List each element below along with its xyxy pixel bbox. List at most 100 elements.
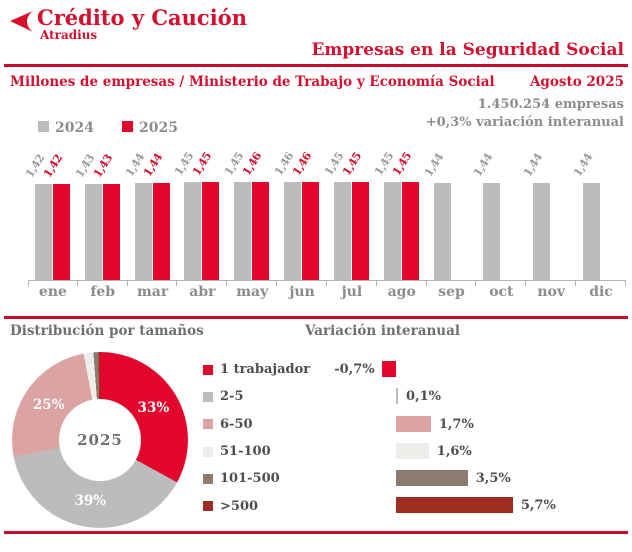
bar-group-feb: 1,43 1,43 bbox=[73, 152, 128, 286]
report-month: Agosto 2025 bbox=[529, 74, 624, 90]
legend-item-2025: 2025 bbox=[121, 120, 178, 136]
size-legend-swatch bbox=[203, 364, 213, 375]
bar-2025-mar bbox=[152, 183, 170, 280]
legend-2024-label: 2024 bbox=[55, 120, 94, 136]
legend-item-2024: 2024 bbox=[38, 120, 94, 136]
variation-bar bbox=[396, 415, 431, 432]
donut-slice-label: 25% bbox=[32, 397, 65, 414]
bar-value-2024-jun: 1,46 bbox=[272, 149, 297, 178]
legend-2025-label: 2025 bbox=[138, 120, 178, 136]
brand-logo: Crédito y Caución Atradius bbox=[8, 6, 247, 42]
variation-row: 1,7% bbox=[300, 411, 632, 438]
bar-value-2025-feb: 1,43 bbox=[90, 151, 115, 180]
bar-value-2025-jun: 1,46 bbox=[290, 149, 315, 178]
chart-subtitle: Millones de empresas / Ministerio de Tra… bbox=[10, 74, 495, 90]
variation-row: 1,6% bbox=[300, 438, 632, 465]
month-label-sep: sep bbox=[438, 284, 465, 300]
size-legend: 1 trabajador 2-5 6-50 51-100 101-500 >500 bbox=[203, 356, 310, 520]
size-legend-item: 101-500 bbox=[203, 465, 310, 492]
bar-group-ene: 1,42 1,42 bbox=[23, 152, 78, 286]
variation-value-label: 1,6% bbox=[436, 443, 472, 459]
bar-2024-oct bbox=[483, 183, 501, 280]
legend-2024-swatch bbox=[38, 121, 49, 132]
size-legend-swatch bbox=[203, 391, 213, 402]
variation-row: 5,7% bbox=[300, 492, 632, 519]
bar-group-jun: 1,46 1,46 bbox=[272, 150, 327, 286]
bar-value-2024-ago: 1,45 bbox=[371, 150, 396, 179]
bar-2024-feb bbox=[84, 183, 102, 280]
month-axis-labels: ene feb mar abr may jun jul ago sep oct nov dic bbox=[28, 284, 626, 300]
divider-bottom bbox=[4, 531, 628, 534]
bar-2024-jun bbox=[284, 181, 302, 280]
bar-group-abr: 1,45 1,45 bbox=[172, 150, 228, 286]
month-label-jun: jun bbox=[289, 284, 315, 300]
variation-bar bbox=[396, 442, 429, 459]
bar-2024-nov bbox=[533, 183, 551, 280]
variation-bar bbox=[396, 388, 399, 405]
size-legend-item: 2-5 bbox=[203, 383, 310, 410]
size-legend-swatch bbox=[203, 446, 213, 457]
bar-value-2025-abr: 1,45 bbox=[190, 150, 215, 179]
donut-center-year: 2025 bbox=[59, 399, 141, 481]
month-label-ene: ene bbox=[38, 284, 67, 300]
bar-group-ago: 1,45 1,45 bbox=[372, 150, 427, 286]
legend-2025-swatch bbox=[121, 121, 133, 132]
bar-2024-jul bbox=[333, 182, 351, 280]
bar-value-2024-sep: 1,44 bbox=[421, 151, 446, 180]
bar-group-nov: 1,44 bbox=[521, 151, 576, 286]
bar-2024-abr bbox=[184, 182, 202, 280]
month-label-feb: feb bbox=[90, 284, 116, 300]
bar-value-2024-ene: 1,42 bbox=[22, 152, 48, 181]
variation-row: -0,7% bbox=[300, 356, 632, 383]
month-label-may: may bbox=[236, 284, 269, 300]
bar-2025-jun bbox=[302, 181, 320, 280]
bar-2024-may bbox=[234, 182, 252, 280]
bar-2024-ago bbox=[383, 182, 401, 280]
size-legend-label: 2-5 bbox=[220, 389, 244, 405]
variation-value-label: 1,7% bbox=[438, 416, 474, 432]
page-title: Empresas en la Seguridad Social bbox=[311, 40, 624, 60]
bar-2025-ene bbox=[53, 184, 70, 280]
month-label-ago: ago bbox=[387, 284, 416, 300]
size-legend-label: 6-50 bbox=[220, 416, 253, 432]
bar-value-2024-dic: 1,44 bbox=[571, 151, 596, 180]
bar-value-2025-may: 1,46 bbox=[240, 149, 265, 178]
variation-bar bbox=[396, 470, 468, 487]
size-legend-item: >500 bbox=[203, 492, 310, 519]
size-legend-item: 6-50 bbox=[203, 411, 310, 438]
size-legend-item: 51-100 bbox=[203, 438, 310, 465]
bar-2024-ene bbox=[35, 184, 52, 280]
variation-bar-chart: -0,7% 0,1% 1,7% 1,6% 3,5% 5,7% bbox=[300, 356, 632, 520]
size-legend-label: >500 bbox=[220, 498, 259, 514]
size-legend-label: 51-100 bbox=[220, 444, 271, 460]
size-legend-swatch bbox=[203, 501, 213, 512]
bar-2024-dic bbox=[583, 183, 601, 280]
yoy-variation-stat: +0,3% variación interanual bbox=[425, 115, 624, 130]
size-legend-swatch bbox=[203, 419, 213, 430]
bar-chart-legend: 2024 2025 bbox=[38, 120, 178, 136]
variation-section-title: Variación interanual bbox=[305, 323, 460, 339]
size-legend-swatch bbox=[203, 473, 213, 484]
month-label-mar: mar bbox=[136, 284, 169, 300]
bar-value-2024-mar: 1,44 bbox=[122, 151, 147, 180]
variation-value-label: -0,7% bbox=[334, 362, 375, 377]
bar-group-sep: 1,44 bbox=[422, 151, 477, 286]
variation-value-label: 3,5% bbox=[475, 471, 511, 487]
variation-row: 0,1% bbox=[300, 383, 632, 410]
variation-value-label: 5,7% bbox=[520, 498, 556, 514]
variation-bar bbox=[381, 361, 396, 377]
bar-group-mar: 1,44 1,44 bbox=[123, 151, 178, 286]
bar-value-2024-nov: 1,44 bbox=[521, 151, 546, 180]
variation-value-label: 0,1% bbox=[406, 389, 442, 405]
bar-group-jul: 1,45 1,45 bbox=[322, 150, 377, 286]
size-distribution-donut-chart: 2025 33% 39% 25% bbox=[12, 352, 188, 528]
donut-section-title: Distribución por tamaños bbox=[10, 323, 204, 339]
bar-2024-mar bbox=[134, 183, 152, 280]
bar-group-dic: 1,44 bbox=[571, 151, 626, 286]
month-label-nov: nov bbox=[537, 284, 566, 300]
bar-value-2024-jul: 1,45 bbox=[321, 150, 347, 179]
month-label-dic: dic bbox=[589, 284, 613, 300]
size-legend-label: 101-500 bbox=[220, 471, 280, 487]
brand-text: Crédito y Caución Atradius bbox=[37, 6, 247, 42]
